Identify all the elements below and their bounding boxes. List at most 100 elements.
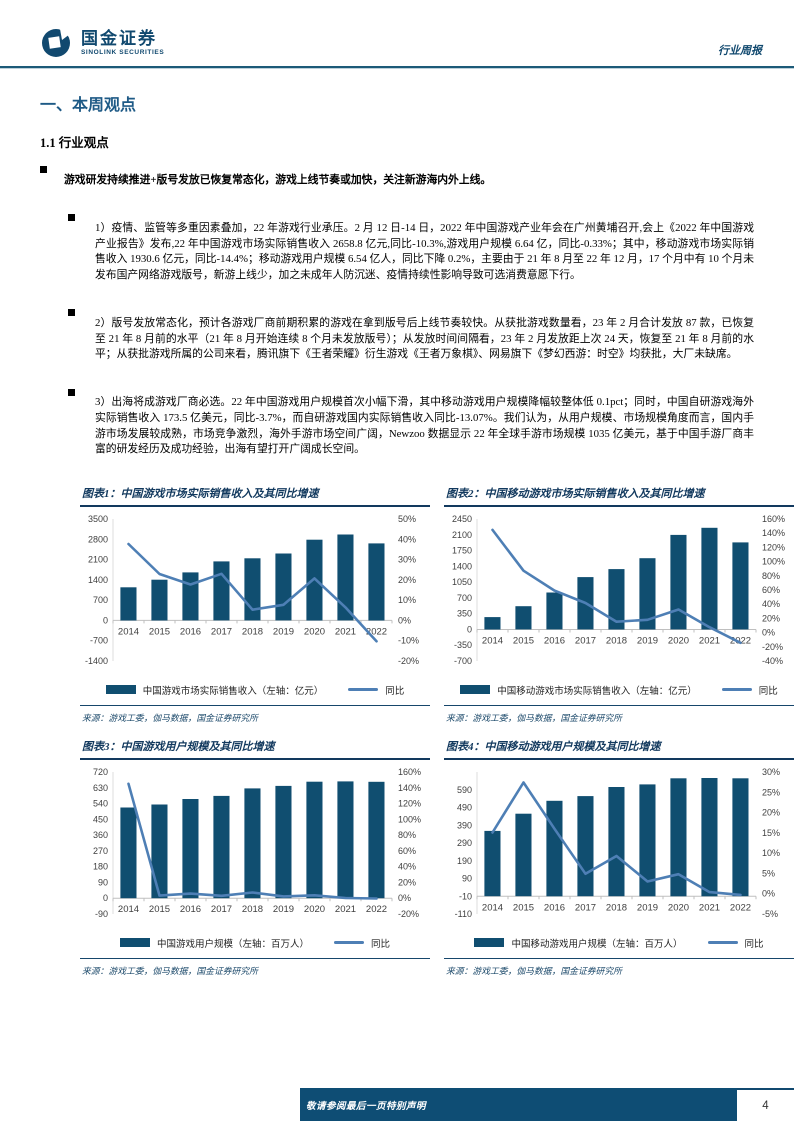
- svg-text:350: 350: [457, 608, 472, 618]
- svg-text:-10: -10: [459, 891, 472, 901]
- figure-label: 图表3：: [82, 740, 121, 753]
- page-header: 国金证券 SINOLINK SECURITIES 行业周报: [0, 0, 794, 66]
- page-number: 4: [762, 1099, 769, 1112]
- svg-text:2022: 2022: [366, 904, 387, 915]
- svg-text:2020: 2020: [304, 904, 325, 915]
- svg-text:0%: 0%: [762, 888, 775, 898]
- chart-1-canvas: 3500 2800 2100 1400 700 0 -700 -1400 50% 40% 30% 20…: [85, 514, 419, 666]
- section-title: 一、本周观点: [40, 97, 137, 114]
- svg-text:2100: 2100: [88, 554, 108, 564]
- svg-text:5%: 5%: [762, 868, 775, 878]
- logo-chinese-name: 国金证券: [81, 28, 157, 48]
- svg-text:2021: 2021: [335, 904, 356, 915]
- svg-text:2015: 2015: [513, 635, 534, 646]
- svg-text:2015: 2015: [149, 626, 170, 637]
- page-number-box: 4: [737, 1088, 794, 1121]
- svg-text:40%: 40%: [398, 861, 416, 871]
- line-series-swatch: [348, 688, 379, 691]
- bullet-point-2: 2）版号发放常态化，预计各游戏厂商前期积累的游戏在拿到版号后上线节奏较快。从获批…: [68, 305, 754, 373]
- chart-block-3: 图表3：中国游戏用户规模及其同比增速 720 630 540 450 360 270 180…: [80, 736, 430, 979]
- svg-text:0%: 0%: [398, 893, 411, 903]
- bar-series-swatch: [474, 938, 505, 947]
- svg-text:0%: 0%: [762, 627, 775, 637]
- bullet-point-3: 3）出海将成游戏厂商必选。22 年中国游戏用户规模首次小幅下滑，其中移动游戏用户…: [68, 385, 754, 469]
- svg-text:2021: 2021: [699, 902, 720, 913]
- source-divider: [444, 704, 794, 706]
- svg-text:720: 720: [93, 767, 108, 777]
- svg-text:-700: -700: [90, 635, 108, 645]
- bar-series-label: 中国游戏市场实际销售收入（左轴：亿元）: [142, 685, 324, 697]
- bullet-main-text: 游戏研发持续推进+版号发放已恢复常态化，游戏上线节奏或加快，关注新游海内外上线。: [64, 173, 492, 186]
- svg-text:2019: 2019: [637, 902, 658, 913]
- footer-disclaimer-bar: 敬请参阅最后一页特别声明: [300, 1088, 737, 1121]
- svg-text:-10%: -10%: [398, 635, 419, 645]
- bar-series-label: 中国移动游戏用户规模（左轴：百万人）: [511, 938, 683, 950]
- line-series-swatch: [334, 941, 364, 944]
- svg-text:100%: 100%: [398, 814, 421, 824]
- svg-text:40%: 40%: [398, 534, 416, 544]
- svg-text:90: 90: [98, 877, 108, 887]
- svg-text:2019: 2019: [273, 626, 294, 637]
- chart-3-canvas: 720 630 540 450 360 270 180 90 0 -90 160% 140% 120% 1…: [93, 767, 421, 919]
- svg-text:2014: 2014: [482, 635, 503, 646]
- svg-text:630: 630: [93, 782, 108, 792]
- svg-text:390: 390: [457, 820, 472, 830]
- svg-text:1050: 1050: [452, 577, 472, 587]
- chart-block-4: 图表4：中国移动游戏用户规模及其同比增速 590 490 390 290 190 90 -1…: [444, 736, 794, 979]
- svg-text:590: 590: [457, 784, 472, 794]
- chart-block-2: 图表2：中国移动游戏市场实际销售收入及其同比增速 2450 2100 1750 140…: [444, 483, 794, 726]
- svg-text:540: 540: [93, 798, 108, 808]
- figure-title: 中国移动游戏用户规模及其同比增速: [484, 740, 661, 753]
- chart-4-source: 来源：游戏工委，伽马数据，国金证券研究所: [446, 965, 622, 976]
- figure-title: 中国游戏用户规模及其同比增速: [120, 740, 275, 753]
- svg-text:0%: 0%: [398, 615, 411, 625]
- bullet-square-icon: [68, 388, 75, 396]
- svg-text:2018: 2018: [606, 635, 627, 646]
- figure-title: 中国移动游戏市场实际销售收入及其同比增速: [484, 487, 705, 500]
- svg-text:120%: 120%: [398, 798, 421, 808]
- svg-text:15%: 15%: [762, 827, 780, 837]
- chart-2-source: 来源：游戏工委，伽马数据，国金证券研究所: [446, 712, 622, 723]
- bullet-square-icon: [40, 166, 47, 173]
- svg-text:2020: 2020: [668, 635, 689, 646]
- svg-text:160%: 160%: [762, 514, 785, 524]
- chart-title-rule: [80, 504, 430, 507]
- chart-1-source: 来源：游戏工委，伽马数据，国金证券研究所: [82, 712, 258, 723]
- svg-text:450: 450: [93, 814, 108, 824]
- svg-text:100%: 100%: [762, 556, 785, 566]
- svg-text:-20%: -20%: [398, 656, 419, 666]
- report-body: 一、本周观点 1.1 行业观点 游戏研发持续推进+版号发放已恢复常态化，游戏上线…: [0, 91, 794, 979]
- chart-2-legend: 中国移动游戏市场实际销售收入（左轴：亿元） 同比: [444, 683, 794, 697]
- svg-text:20%: 20%: [762, 807, 780, 817]
- chart-block-1: 图表1：中国游戏市场实际销售收入及其同比增速 3500 2800 2100 1400 7…: [80, 483, 430, 726]
- chart-2-canvas: 2450 2100 1750 1400 1050 700 350 0 -350 -700 160% 1…: [452, 514, 785, 666]
- svg-text:2017: 2017: [575, 635, 596, 646]
- svg-text:2022: 2022: [730, 902, 751, 913]
- svg-text:2018: 2018: [242, 904, 263, 915]
- svg-text:-700: -700: [454, 656, 472, 666]
- bullet-point-1: 1）疫情、监管等多重因素叠加，22 年游戏行业承压。2 月 12 日-14 日，…: [68, 210, 754, 294]
- svg-text:2021: 2021: [699, 635, 720, 646]
- chart-title-rule: [444, 504, 794, 507]
- bar-series-swatch: [119, 938, 150, 947]
- line-series-swatch: [707, 941, 738, 944]
- chart-3-title: 图表3：中国游戏用户规模及其同比增速: [80, 736, 430, 758]
- svg-text:270: 270: [93, 845, 108, 855]
- svg-text:2015: 2015: [149, 904, 170, 915]
- svg-text:2019: 2019: [637, 635, 658, 646]
- figure-label: 图表2：: [446, 487, 485, 500]
- chart-title-rule: [80, 757, 430, 760]
- svg-text:2018: 2018: [606, 902, 627, 913]
- svg-text:700: 700: [93, 595, 108, 605]
- svg-text:2100: 2100: [452, 529, 472, 539]
- bullet-square-icon: [68, 309, 75, 317]
- svg-text:2022: 2022: [366, 626, 387, 637]
- bullet-point-3-text: 3）出海将成游戏厂商必选。22 年中国游戏用户规模首次小幅下滑，其中移动游戏用户…: [95, 396, 754, 456]
- svg-text:120%: 120%: [762, 542, 785, 552]
- svg-text:2017: 2017: [211, 626, 232, 637]
- svg-text:490: 490: [457, 802, 472, 812]
- svg-text:2014: 2014: [482, 902, 503, 913]
- svg-text:-5%: -5%: [762, 909, 778, 919]
- svg-text:20%: 20%: [762, 613, 780, 623]
